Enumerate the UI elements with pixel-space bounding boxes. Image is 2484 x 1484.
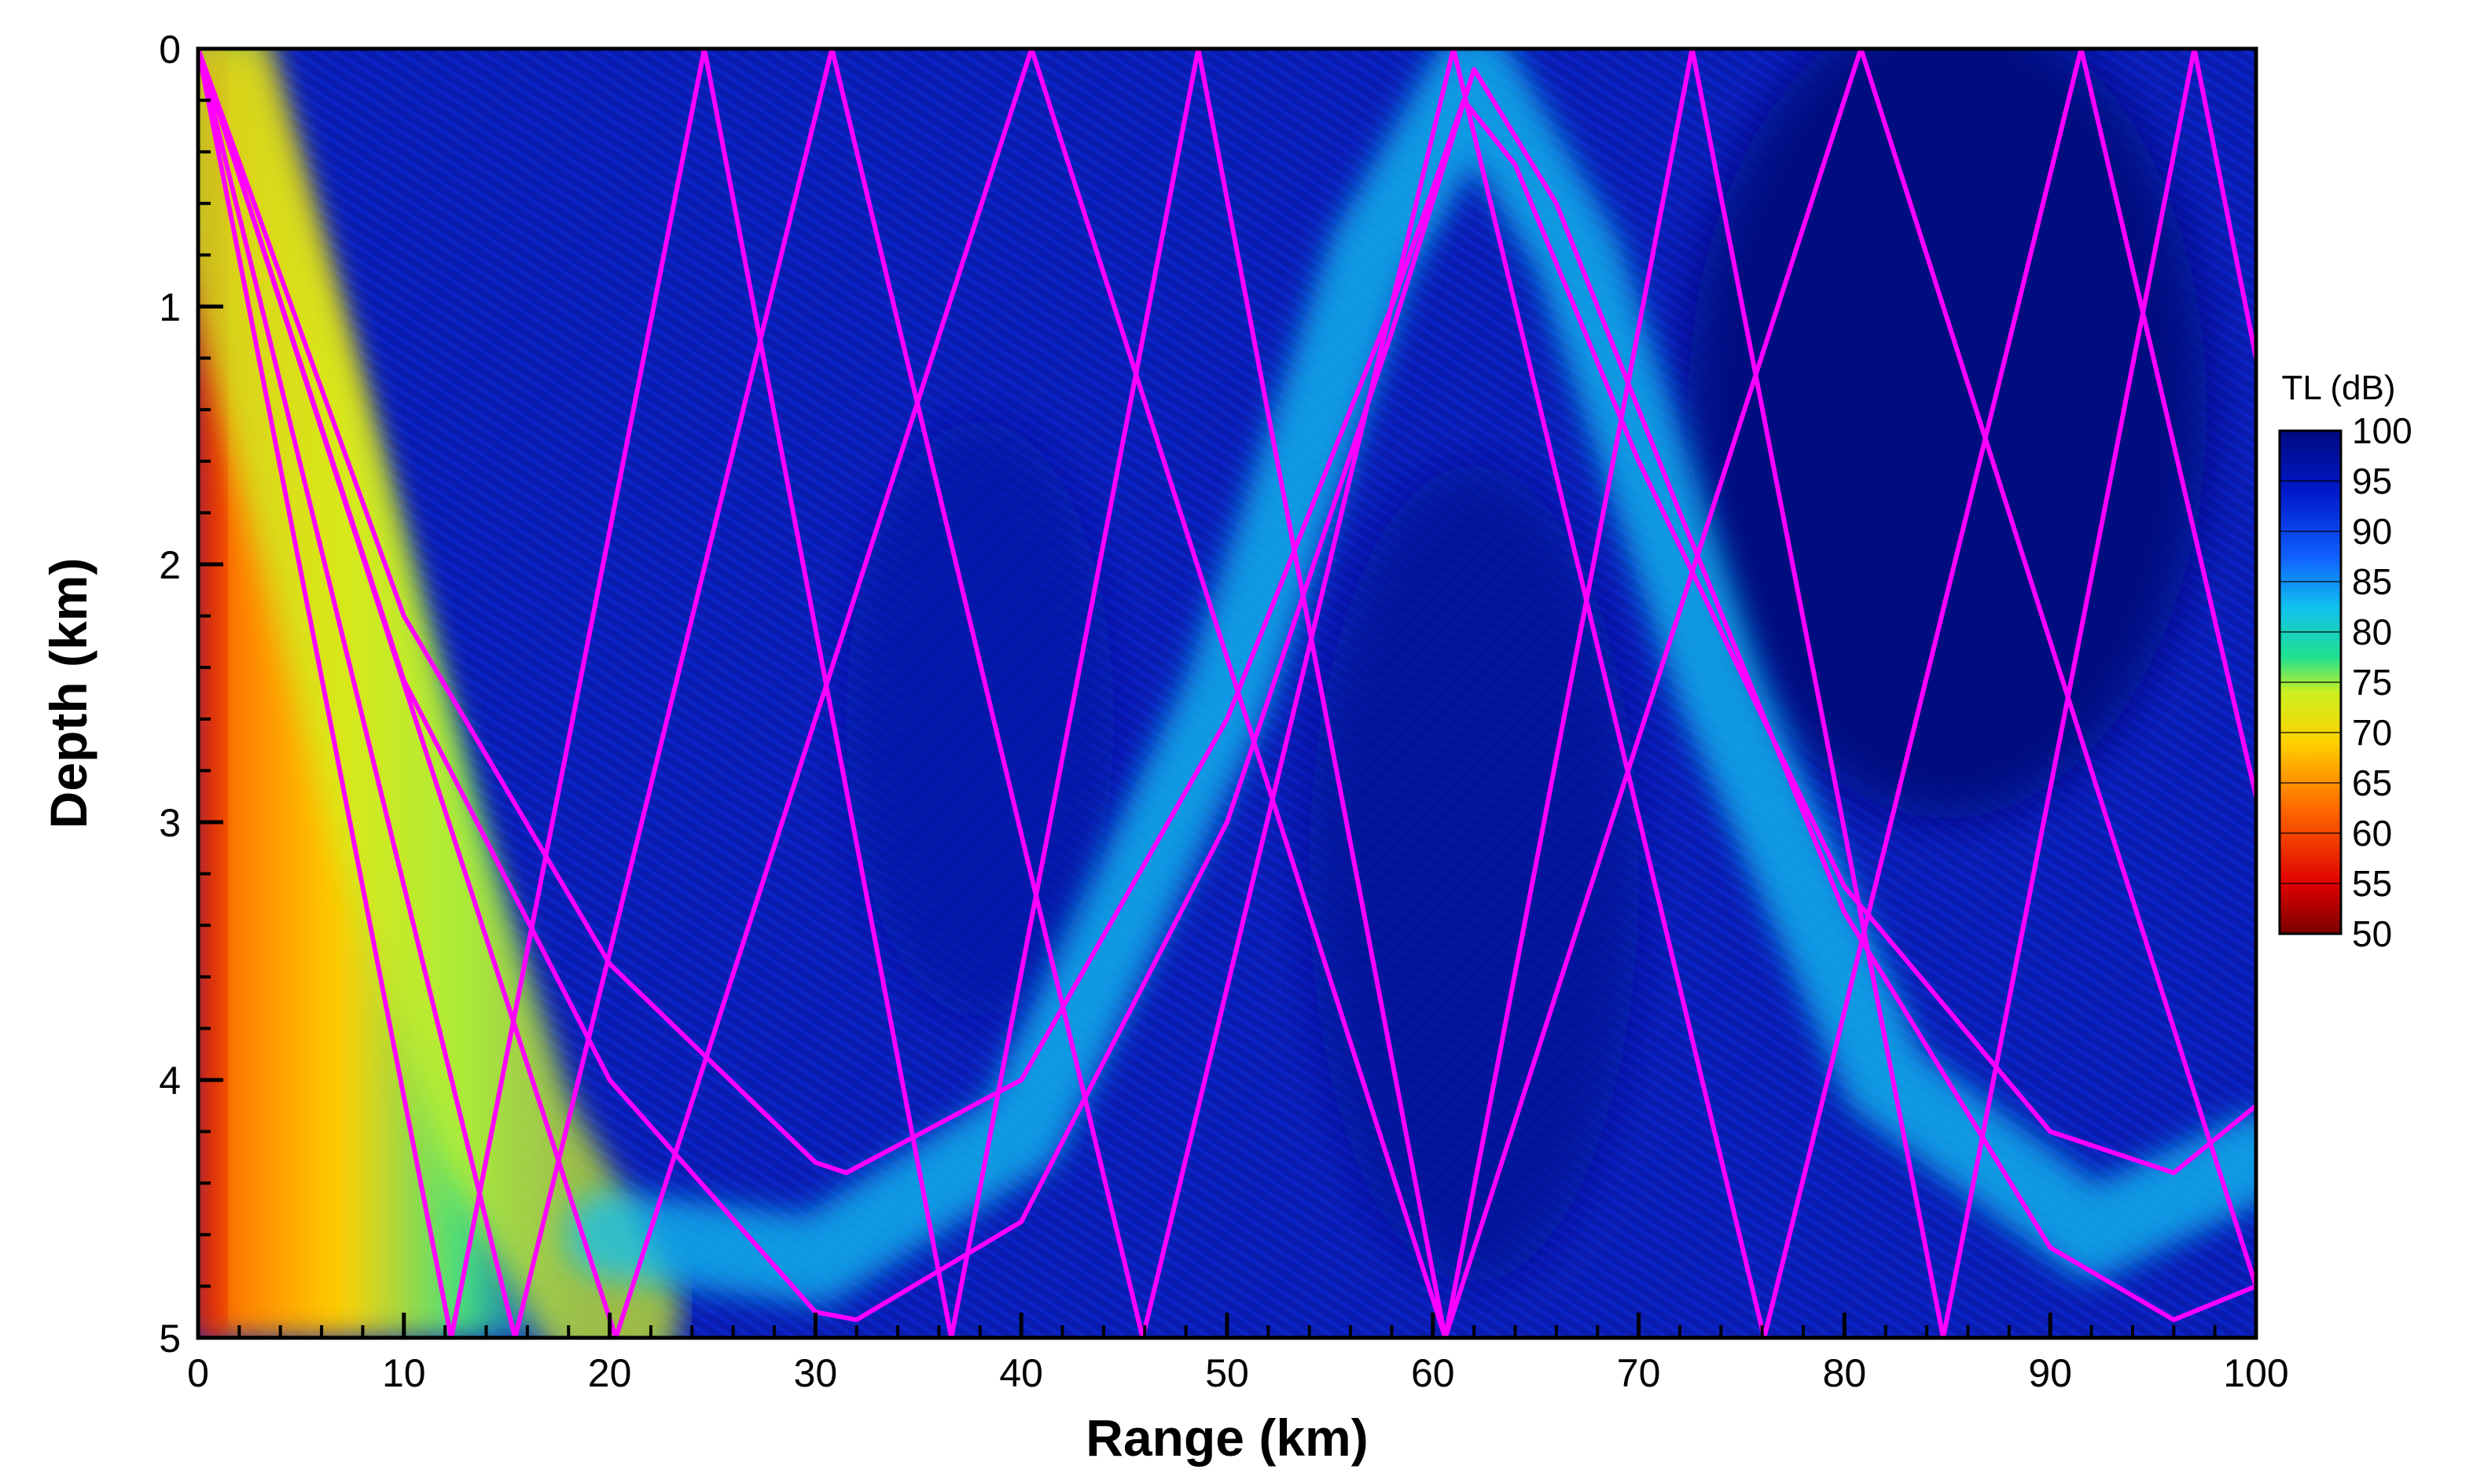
x-tick-label: 60 bbox=[1411, 1351, 1455, 1395]
shadow-zone bbox=[1688, 49, 2207, 819]
y-tick-label: 1 bbox=[159, 285, 181, 329]
ray-path bbox=[198, 49, 2256, 1323]
x-tick-label: 70 bbox=[1617, 1351, 1661, 1395]
y-axis: 0 1 2 3 4 5 bbox=[159, 28, 223, 1361]
colorbar-tick-label: 100 bbox=[2352, 410, 2412, 451]
x-tick-label: 80 bbox=[1823, 1351, 1867, 1395]
x-tick-label: 10 bbox=[382, 1351, 426, 1395]
colorbar-tick-label: 60 bbox=[2352, 813, 2392, 854]
x-tick-label: 0 bbox=[187, 1351, 209, 1395]
y-tick-label: 3 bbox=[159, 801, 181, 845]
y-tick-label: 2 bbox=[159, 543, 181, 587]
colorbar-tick-label: 85 bbox=[2352, 561, 2392, 602]
colorbar-tick-label: 50 bbox=[2352, 913, 2392, 954]
x-tick-label: 20 bbox=[588, 1351, 632, 1395]
colorbar-tick-label: 70 bbox=[2352, 712, 2392, 753]
colorbar: TL (dB) 100 95 90 85 80 75 70 65 60 55 50 bbox=[2278, 369, 2412, 954]
ray-path bbox=[198, 49, 2256, 1338]
colorbar-tick-label: 80 bbox=[2352, 612, 2392, 652]
colorbar-tick-label: 65 bbox=[2352, 762, 2392, 803]
ray-traces bbox=[198, 49, 2256, 1338]
x-tick-label: 50 bbox=[1205, 1351, 1249, 1395]
colorbar-tick-label: 55 bbox=[2352, 863, 2392, 904]
ray-path bbox=[198, 49, 2256, 1176]
colorbar-tick-label: 90 bbox=[2352, 511, 2392, 552]
plot-area: 0 10 20 30 40 50 60 70 80 90 100 0 1 2 3 4 5 bbox=[159, 28, 2289, 1395]
shadow-zone bbox=[1309, 465, 1640, 1283]
colorbar-tick-label: 95 bbox=[2352, 461, 2392, 501]
x-axis-label: Range (km) bbox=[1086, 1409, 1368, 1467]
colorbar-ticks: 100 95 90 85 80 75 70 65 60 55 50 bbox=[2280, 410, 2412, 954]
y-tick-label: 5 bbox=[159, 1317, 181, 1361]
x-tick-label: 40 bbox=[999, 1351, 1043, 1395]
x-tick-label: 30 bbox=[794, 1351, 838, 1395]
x-tick-label: 90 bbox=[2028, 1351, 2072, 1395]
y-tick-label: 0 bbox=[159, 28, 181, 72]
x-tick-label: 100 bbox=[2223, 1351, 2288, 1395]
shadow-zone bbox=[846, 420, 1114, 1018]
colorbar-title: TL (dB) bbox=[2281, 369, 2395, 407]
energy-bands bbox=[198, 49, 2256, 1338]
y-axis-label: Depth (km) bbox=[39, 558, 97, 829]
colorbar-tick-label: 75 bbox=[2352, 662, 2392, 703]
x-axis: 0 10 20 30 40 50 60 70 80 90 100 bbox=[187, 1313, 2289, 1395]
y-tick-label: 4 bbox=[159, 1059, 181, 1103]
energy-band bbox=[198, 49, 681, 1338]
